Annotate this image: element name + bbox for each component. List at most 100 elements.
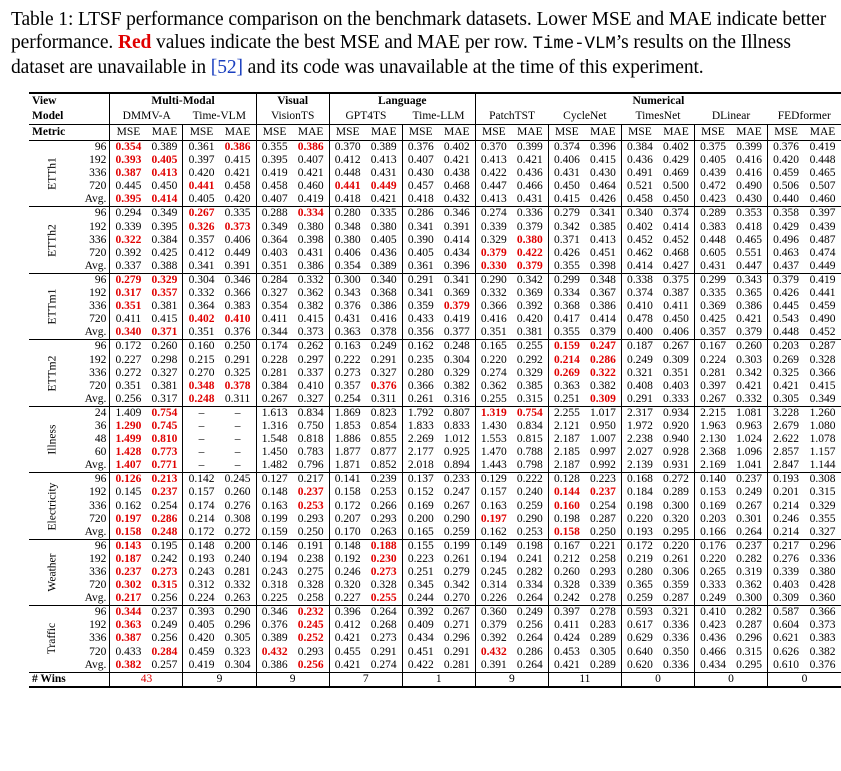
value-cell: 0.361: [182, 140, 220, 155]
value-cell: 0.193: [188, 552, 215, 565]
value-cell: 2.368: [700, 446, 726, 459]
value-cell: 0.376: [219, 326, 257, 340]
value-cell: 0.267: [700, 392, 726, 405]
value-cell: 0.833: [438, 419, 476, 434]
value-cell: 0.290: [438, 512, 476, 526]
table-row: 720 0.351 0.381 0.348 0.378 0.384 0.410 0.357 0.…: [29, 379, 841, 393]
value-cell: 0.162: [115, 499, 142, 512]
value-cell: 0.199: [438, 538, 476, 553]
value-cell: 0.290: [219, 605, 257, 620]
horizon-cell: Avg.: [76, 459, 111, 473]
horizon-cell: 720: [76, 379, 111, 393]
value-cell: 0.235: [407, 353, 434, 366]
value-cell: 0.427: [657, 259, 695, 274]
value-cell: 0.465: [731, 233, 769, 247]
horizon-cell: 96: [76, 140, 111, 155]
value-cell: 0.402: [627, 220, 653, 233]
horizon-cell: 60: [76, 446, 111, 460]
dataset-label: ETTh1: [29, 139, 77, 207]
horizon-cell: 336: [76, 566, 111, 580]
value-cell: 0.355: [256, 140, 293, 155]
value-cell: 0.818: [292, 433, 330, 447]
table-row: 720 0.411 0.415 0.402 0.410 0.411 0.415 0.431 0.…: [29, 313, 841, 327]
value-cell: 0.605: [700, 246, 726, 259]
value-cell: 1.886: [334, 433, 361, 446]
value-cell: 0.426: [584, 193, 622, 207]
value-cell: 0.201: [773, 486, 800, 499]
value-cell: 0.379: [584, 326, 622, 340]
value-cell: 0.392: [511, 300, 549, 314]
horizon-cell: 48: [76, 433, 111, 447]
value-cell: 0.243: [188, 566, 215, 578]
best-value-cell: 0.393: [115, 154, 142, 167]
value-cell: 0.283: [584, 619, 622, 633]
value-cell: 0.280: [407, 366, 434, 379]
value-cell: 0.263: [365, 525, 403, 540]
table-row: 336 0.322 0.384 0.357 0.406 0.364 0.398 0.380 0.…: [29, 233, 841, 247]
horizon-cell: 720: [76, 180, 111, 194]
value-cell: 0.327: [261, 287, 288, 300]
value-cell: 0.329: [809, 499, 836, 512]
value-cell: 0.478: [627, 313, 653, 326]
value-cell: 0.278: [584, 592, 622, 606]
value-cell: 0.920: [657, 419, 695, 434]
value-cell: 0.207: [334, 512, 361, 525]
best-value-cell: 0.245: [292, 619, 330, 633]
value-cell: 0.429: [773, 220, 800, 233]
header-row-model: Model DMMV-A Time-VLM VisionTS GPT4TS Time-LL…: [29, 109, 841, 125]
value-cell: 0.433: [115, 645, 142, 658]
value-cell: 0.260: [553, 566, 580, 578]
wins-count: 1: [402, 671, 476, 688]
value-cell: 0.421: [553, 658, 580, 671]
best-value-cell: 0.273: [146, 566, 184, 580]
value-cell: 1.144: [809, 459, 836, 472]
value-cell: 0.418: [407, 193, 434, 206]
value-cell: 0.425: [700, 313, 726, 326]
value-cell: 0.490: [809, 313, 836, 326]
value-cell: 0.386: [731, 300, 769, 314]
value-cell: 0.406: [334, 246, 361, 259]
value-cell: 0.332: [219, 579, 257, 593]
value-cell: 0.397: [804, 206, 841, 221]
best-value-cell: 0.379: [511, 259, 549, 274]
best-value-cell: 0.267: [182, 206, 220, 221]
value-cell: 0.329: [438, 366, 476, 380]
value-cell: 0.290: [511, 512, 549, 526]
value-cell: 0.386: [292, 259, 330, 274]
value-cell: 0.289: [584, 658, 622, 673]
value-cell: 0.626: [773, 645, 800, 658]
value-cell: 0.288: [256, 206, 293, 221]
value-cell: 0.355: [553, 326, 580, 339]
value-cell: 0.420: [511, 313, 549, 327]
value-cell: 0.296: [804, 538, 841, 553]
metric-header: MSE: [767, 124, 805, 141]
value-cell: 0.448: [700, 233, 726, 246]
value-cell: 0.992: [584, 459, 622, 473]
value-cell: 0.407: [261, 193, 288, 206]
value-cell: 0.593: [621, 605, 658, 620]
metric-header: MSE: [621, 124, 658, 141]
value-cell: 0.468: [438, 180, 476, 194]
value-cell: 0.405: [188, 193, 215, 206]
best-value-cell: 0.754: [511, 405, 549, 420]
value-cell: 0.279: [438, 566, 476, 580]
value-cell: 0.336: [657, 619, 695, 633]
value-cell: 0.305: [584, 645, 622, 659]
value-cell: 0.296: [731, 632, 769, 646]
value-cell: 0.284: [256, 272, 293, 288]
value-cell: 0.460: [292, 180, 330, 194]
best-value-cell: 1.428: [115, 446, 142, 459]
value-cell: 0.370: [329, 140, 366, 155]
value-cell: 0.249: [146, 619, 184, 633]
value-cell: 0.366: [219, 287, 257, 301]
value-cell: 0.308: [219, 512, 257, 526]
caption-text: ’s results on the Illness dataset are un…: [11, 32, 791, 78]
value-cell: 0.375: [657, 272, 695, 288]
value-cell: 0.468: [657, 246, 695, 260]
best-value-cell: 0.329: [146, 272, 184, 288]
metric-header: MAE: [657, 124, 695, 141]
value-cell: 0.378: [365, 326, 403, 340]
value-cell: 0.309: [657, 353, 695, 367]
value-cell: 0.421: [334, 632, 361, 645]
caption-citation-link[interactable]: [52]: [210, 57, 243, 78]
